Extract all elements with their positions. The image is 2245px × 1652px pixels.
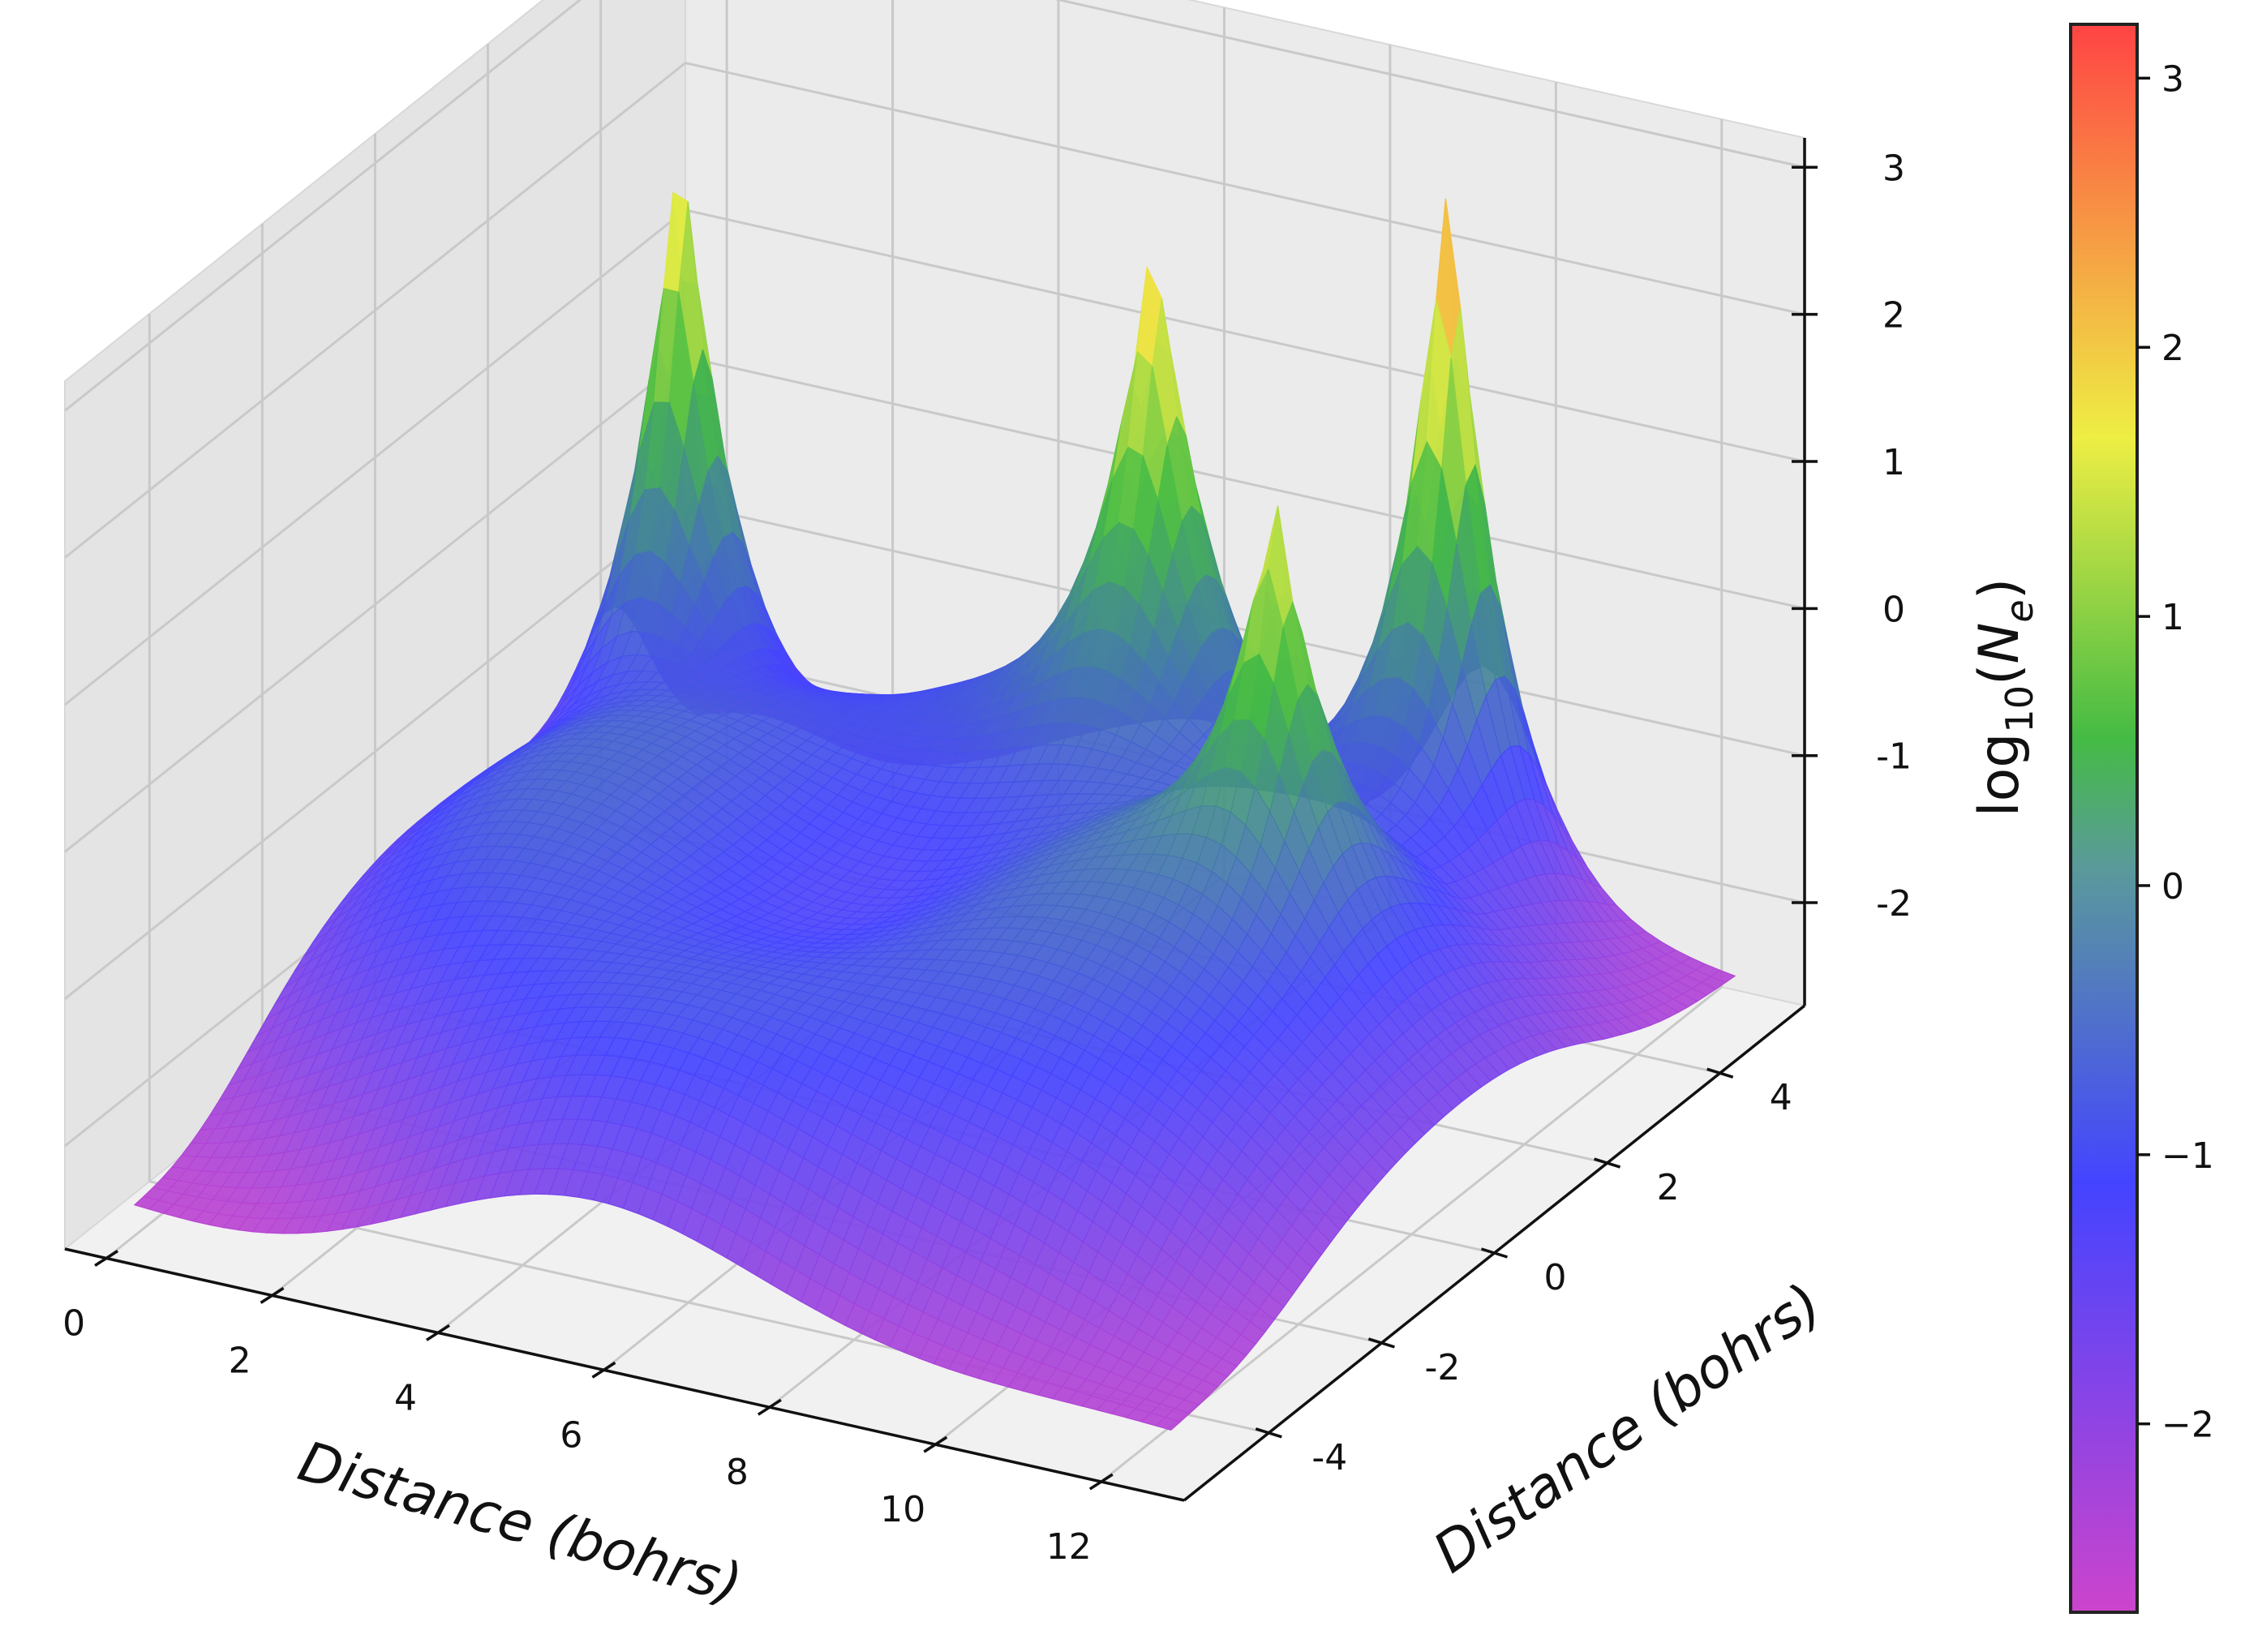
colorbar: 3 2 1 0 −1 −2 log10(Ne): [1968, 23, 2214, 1614]
y-tick-label: 0: [1544, 1257, 1567, 1298]
gridline-z-back: [685, 208, 1805, 463]
y-tick-label: 2: [1657, 1167, 1680, 1208]
colorbar-tick-label: 3: [2161, 58, 2184, 100]
z-tick-label: 2: [1882, 295, 1905, 337]
colorbar-label: log10(Ne): [1968, 578, 2041, 817]
z-tick-label: -2: [1876, 883, 1912, 925]
x-tick-label: 8: [726, 1452, 749, 1493]
colorbar-gradient: [2069, 23, 2139, 1614]
y-tick-label: -4: [1311, 1437, 1347, 1478]
z-tick-label: -1: [1876, 736, 1912, 778]
x-axis-label: Distance (bohrs): [292, 1430, 749, 1617]
gridline-z-back: [685, 503, 1805, 757]
x-tick-label: 6: [560, 1414, 582, 1456]
gridline-z-side: [64, 503, 686, 1000]
z-tick-label: 1: [1882, 442, 1905, 483]
surface-mesh: [133, 191, 1736, 1431]
colorbar-tick-label: −2: [2161, 1405, 2214, 1446]
y-tick-label: -2: [1424, 1347, 1460, 1388]
colorbar-ticks: 3 2 1 0 −1 −2: [2137, 58, 2214, 1446]
gridline-z-back: [1054, 0, 1805, 169]
gridline-z-side: [64, 356, 686, 853]
y-axis-label: Distance (bohrs): [1423, 1272, 1834, 1586]
colorbar-tick-label: −1: [2161, 1135, 2214, 1177]
gridline-z-side: [64, 62, 686, 559]
colorbar-tick-label: 2: [2161, 328, 2184, 369]
z-tick-label: 0: [1882, 589, 1905, 630]
x-tick-label: 2: [229, 1340, 251, 1381]
x-tick-label: 4: [394, 1377, 417, 1418]
x-tick-label: 0: [62, 1303, 85, 1345]
x-tick-label: 12: [1046, 1526, 1092, 1568]
gridline-z-back: [685, 355, 1805, 610]
colorbar-tick-label: 1: [2161, 597, 2184, 638]
z-tick-label: 3: [1882, 148, 1905, 189]
gridline-z-side: [64, 0, 582, 412]
gridline-z-side: [64, 208, 686, 706]
x-tick-label: 10: [880, 1489, 925, 1530]
colorbar-tick-label: 0: [2161, 866, 2184, 908]
gridline-z-back: [685, 62, 1805, 316]
y-tick-label: 4: [1770, 1077, 1792, 1118]
